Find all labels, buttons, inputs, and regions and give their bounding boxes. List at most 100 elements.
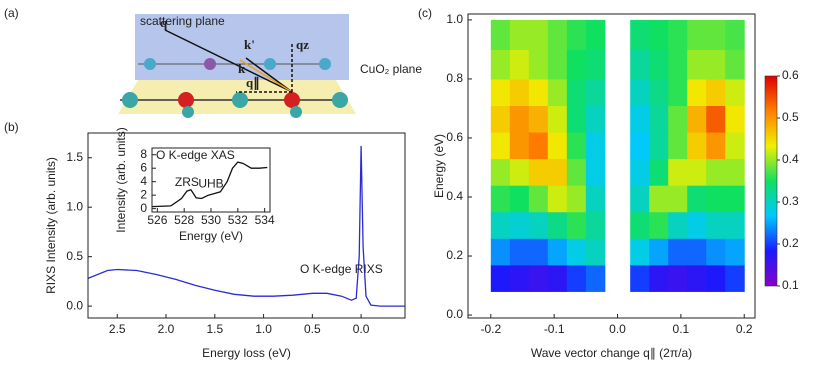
heat-cell	[509, 78, 530, 106]
x-axis-label: Energy loss (eV)	[202, 346, 291, 360]
heat-cell	[649, 49, 669, 80]
heat-cell	[668, 158, 688, 186]
heat-cell	[528, 132, 549, 160]
colorbar-label: 0.3	[782, 194, 799, 208]
x-tick-label: 532	[228, 213, 248, 227]
heat-cell	[668, 238, 688, 266]
x-tick-label: -0.1	[544, 322, 565, 336]
diagram: q k' qz k q∥ scattering plane CuO₂ plane	[118, 14, 422, 118]
data-line	[151, 161, 268, 208]
heat-cell	[630, 49, 650, 80]
y-axis-label: Intensity (arb. units)	[114, 127, 128, 232]
heat-cell	[706, 264, 726, 292]
heat-cell	[509, 105, 530, 133]
heat-cell	[585, 185, 606, 213]
colorbar-label: 0.6	[782, 68, 799, 82]
x-tick-label: 0.5	[304, 322, 321, 336]
heat-cell	[668, 185, 688, 213]
heat-cell	[566, 238, 587, 266]
heat-cell	[706, 78, 726, 106]
heat-cell	[566, 105, 587, 133]
label: qz	[296, 37, 309, 52]
x-tick-label: 528	[174, 213, 194, 227]
heat-cell	[566, 185, 587, 213]
label: k	[238, 61, 246, 76]
heat-cell	[490, 238, 511, 266]
heat-cell	[547, 19, 568, 50]
y-tick-label: 0.6	[446, 130, 463, 144]
heat-cell	[566, 158, 587, 186]
heat-cell	[687, 19, 707, 50]
heat-cell	[630, 78, 650, 106]
heat-cell	[706, 211, 726, 239]
heat-cell	[509, 185, 530, 213]
heat-cell	[668, 211, 688, 239]
heat-cell	[630, 105, 650, 133]
heat-cell	[630, 211, 650, 239]
heat-cell	[668, 49, 688, 80]
heat-cell	[630, 132, 650, 160]
heat-cell	[547, 264, 568, 292]
heat-cell	[706, 185, 726, 213]
heat-cell	[725, 105, 745, 133]
heat-cell	[649, 185, 669, 213]
panel-label: (a)	[4, 6, 19, 20]
heat-cell	[490, 105, 511, 133]
y-tick-label: 6	[140, 160, 147, 174]
heat-cell	[566, 49, 587, 80]
x-tick-label: 0.2	[736, 322, 753, 336]
heat-cell	[490, 264, 511, 292]
label: scattering plane	[140, 14, 225, 28]
y-tick-label: 1.5	[66, 150, 83, 164]
heat-cell	[528, 19, 549, 50]
x-tick-label: 2.0	[158, 322, 175, 336]
heat-cell	[630, 238, 650, 266]
heat-cell	[490, 132, 511, 160]
heat-cell	[630, 264, 650, 292]
colorbar-label: 0.4	[782, 152, 799, 166]
heat-cell	[687, 132, 707, 160]
x-tick-label: 0.0	[353, 322, 370, 336]
heat-cell	[687, 185, 707, 213]
heat-cell	[649, 132, 669, 160]
y-tick-label: 0.5	[66, 249, 83, 263]
heat-cell	[547, 105, 568, 133]
vectors	[164, 29, 293, 93]
annotation: UHB	[198, 177, 223, 191]
x-tick-label: 2.5	[109, 322, 126, 336]
annotation: ZRS	[175, 175, 199, 189]
heat-cell	[509, 238, 530, 266]
heat-cell	[490, 19, 511, 50]
heat-cell	[687, 158, 707, 186]
heat-cell	[566, 78, 587, 106]
heat-cell	[547, 185, 568, 213]
heat-cell	[725, 264, 745, 292]
label: q	[160, 15, 168, 30]
heat-cell	[509, 158, 530, 186]
heat-cell	[547, 49, 568, 80]
panel-label: (c)	[418, 6, 432, 20]
heat-cell	[585, 132, 606, 160]
heat-cell	[509, 211, 530, 239]
heat-cell	[687, 238, 707, 266]
heat-cell	[585, 105, 606, 133]
heat-cell	[528, 78, 549, 106]
heat-cell	[649, 158, 669, 186]
heat-cell	[706, 158, 726, 186]
y-tick-label: 0.8	[446, 71, 463, 85]
heat-cell	[706, 238, 726, 266]
heat-cell	[490, 78, 511, 106]
y-tick-label: 1.0	[446, 12, 463, 26]
heat-cell	[668, 78, 688, 106]
x-tick-label: 0.1	[673, 322, 690, 336]
heat-cell	[725, 185, 745, 213]
heat-cell	[528, 211, 549, 239]
heat-cell	[706, 19, 726, 50]
heat-cell	[566, 19, 587, 50]
x-tick-label: 1.0	[255, 322, 272, 336]
colorbar-label: 0.1	[782, 278, 799, 292]
heat-cell	[547, 211, 568, 239]
x-axis-label: Energy (eV)	[179, 229, 243, 243]
heat-cell	[649, 78, 669, 106]
